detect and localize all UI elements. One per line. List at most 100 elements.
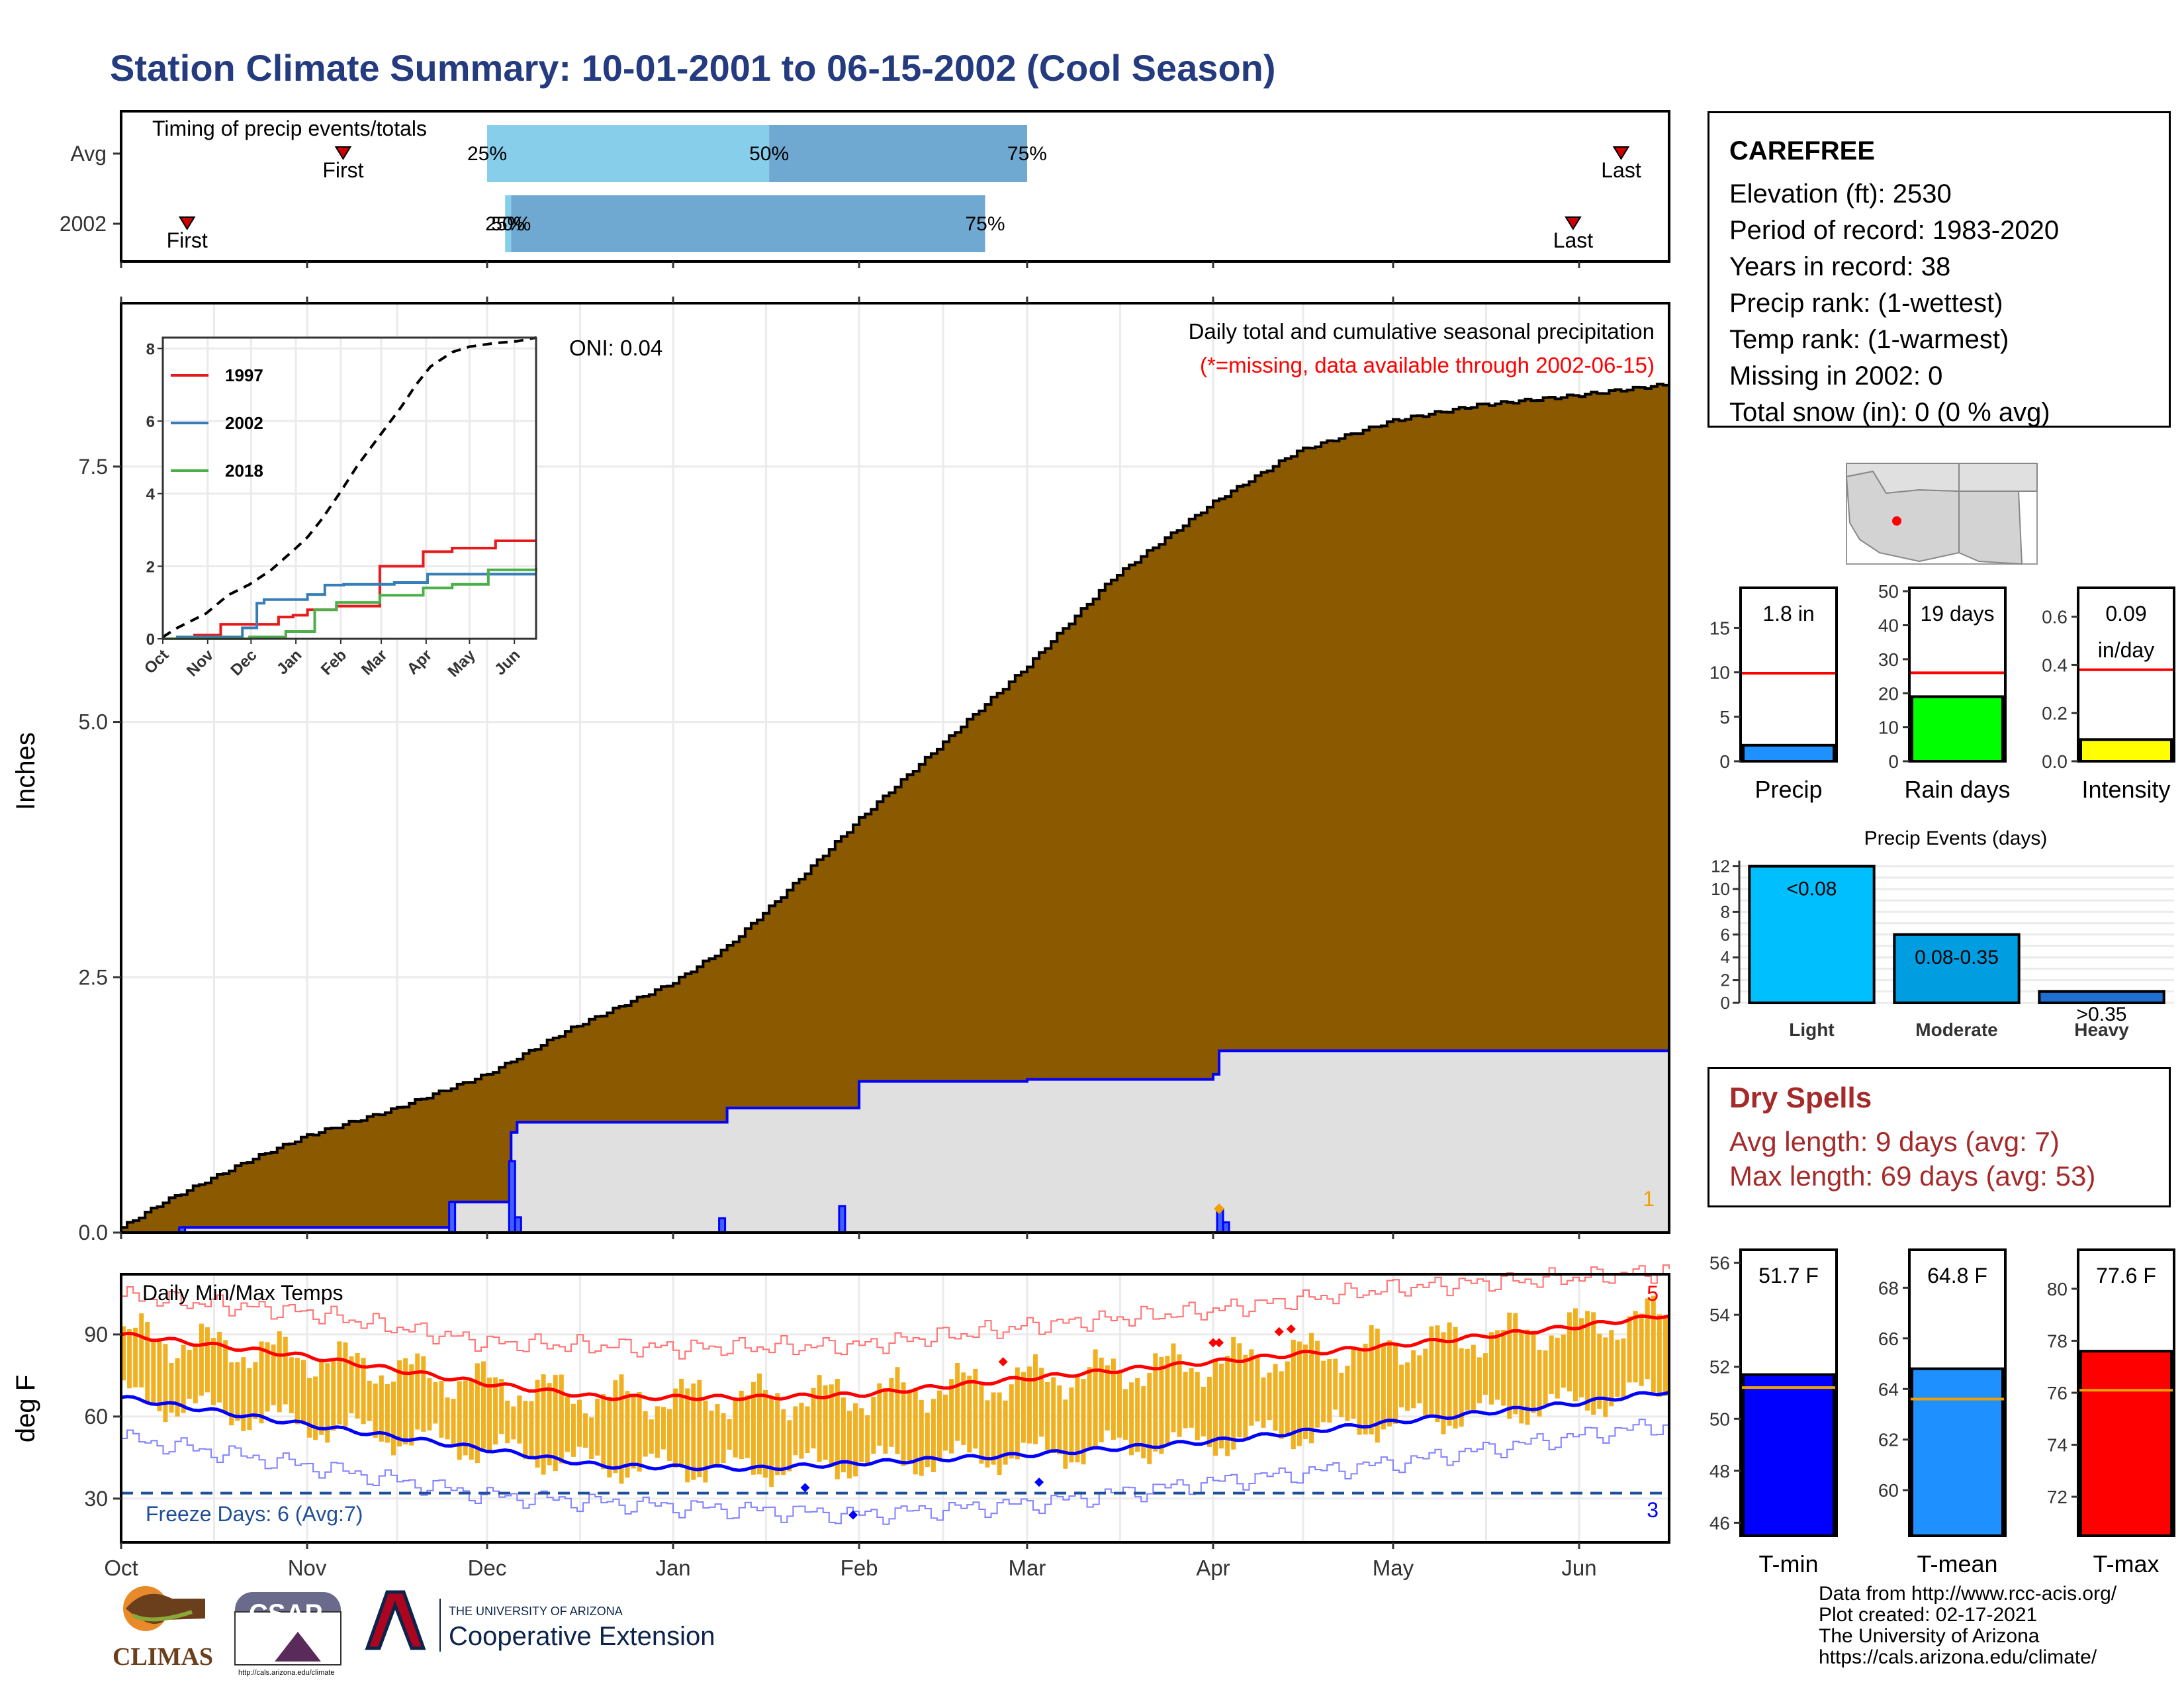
daily-temp-bar [799,1402,804,1459]
locator-map [1845,463,2038,565]
last-marker [1565,216,1582,230]
daily-temp-bar [931,1399,936,1472]
x-tick-label: Nov [288,1556,327,1580]
y-axis-label: Inches [11,732,40,810]
daily-temp-bar [373,1383,378,1438]
daily-temp-bar [1597,1333,1602,1409]
daily-temp-bar [1309,1333,1314,1444]
gauge-y-tick-label: 62 [1878,1430,1899,1450]
timing-bar-q2 [769,125,1027,182]
daily-temp-bar [811,1387,816,1449]
daily-temp-bar [619,1374,624,1484]
daily-temp-bar [1302,1344,1308,1440]
daily-temp-bar [1603,1337,1608,1417]
daily-temp-bar [895,1367,900,1454]
y-tick-label: 90 [84,1323,108,1346]
record-marker [1214,1338,1224,1348]
daily-temp-bar [1243,1354,1248,1440]
daily-temp-bar [361,1358,366,1425]
inset-line-2002 [163,573,536,640]
daily-temp-bar [961,1372,966,1445]
daily-temp-bar [1657,1314,1662,1397]
daily-temp-bar [541,1374,546,1475]
daily-temp-bar [943,1394,948,1451]
ua-small-text: THE UNIVERSITY OF ARIZONA [449,1605,623,1618]
events-y-tick-label: 0 [1721,993,1730,1013]
daily-temp-bar [145,1322,150,1405]
daily-temp-bar [1585,1311,1590,1411]
daily-temp-bar [1363,1343,1368,1434]
avg-cumulative-area [120,383,1670,1234]
timing-row-label: 2002 [60,212,107,236]
timing-row-label: Avg [70,142,107,165]
daily-temp-bar [463,1380,468,1456]
daily-temp-bar [427,1378,432,1430]
daily-temp-bar [390,1382,396,1456]
daily-temp-bar [1165,1356,1170,1446]
daily-temp-bar [223,1340,228,1413]
temp-title: Daily Min/Max Temps [142,1281,343,1305]
x-tick-label: Apr [1196,1556,1230,1580]
avg-min-line [120,1391,1670,1472]
daily-temp-bar [210,1338,216,1405]
daily-temp-bar [157,1338,162,1411]
daily-temp-bar [295,1358,300,1425]
daily-temp-bar [193,1343,198,1403]
gauge-value-label: 64.8 F [1927,1264,1987,1288]
page-title: Station Climate Summary: 10-01-2001 to 0… [110,47,1276,89]
daily-temp-bar [1387,1340,1392,1427]
gauge-y-tick-label: 46 [1709,1513,1730,1533]
daily-temp-bar [637,1391,642,1472]
events-y-tick-label: 2 [1721,970,1730,990]
daily-temp-bar [1297,1341,1302,1446]
missing-marker [1214,1203,1225,1214]
daily-temp-bar [655,1406,660,1458]
daily-temp-bar [997,1392,1002,1476]
daily-temp-bar [1206,1376,1212,1448]
daily-temp-bar [949,1379,954,1454]
record-max-line [121,1264,1670,1360]
gauge-bar [1742,1373,1835,1537]
inset-grid [161,338,536,640]
y-tick-label: 0.0 [79,1221,108,1244]
daily-precip-bar [1222,1221,1230,1234]
daily-temp-bar [1567,1312,1572,1391]
oni-label: ONI: 0.04 [569,336,662,360]
cold-count-label: 3 [1647,1498,1659,1522]
daily-temp-bar [643,1411,648,1457]
daily-temp-bar [313,1376,318,1440]
gauge-y-tick-label: 20 [1878,683,1899,704]
daily-temp-bar [751,1382,756,1475]
ua-logo: THE UNIVERSITY OF ARIZONA Cooperative Ex… [365,1590,715,1652]
climas-logo: CLIMAS [113,1586,213,1671]
station-line: Period of record: 1983-2020 [1729,216,2060,245]
daily-temp-bar [289,1357,294,1413]
gauge-x-label: Rain days [1904,776,2010,803]
daily-temp-bar [217,1331,222,1403]
gauge-y-tick-label: 74 [2047,1435,2068,1456]
daily-temp-bar [1501,1330,1506,1406]
daily-temp-bar [547,1383,552,1466]
daily-temp-bar [1627,1316,1632,1383]
daily-temp-bar [673,1388,678,1468]
daily-temp-bar [1273,1364,1278,1431]
first-label: First [167,228,208,252]
event-bar-label: <0.08 [1787,878,1837,900]
daily-temp-bar [823,1385,828,1460]
daily-temp-bar [1621,1338,1626,1399]
obs-cumulative-line [121,1049,1669,1234]
dry-spells-max: Max length: 69 days (avg: 53) [1729,1160,2096,1192]
csap-url: http://cals.arizona.edu/climate [238,1669,335,1677]
event-bar-label: 0.08-0.35 [1915,947,1999,968]
record-marker [1034,1477,1044,1487]
daily-temp-bar [1093,1349,1098,1448]
daily-temp-bar [1116,1370,1122,1438]
daily-temp-bar [1087,1367,1092,1448]
daily-temp-bar [1003,1400,1008,1465]
daily-temp-bar [1069,1387,1074,1463]
daily-temp-bar [265,1342,270,1412]
daily-temp-bar [163,1344,168,1423]
daily-temp-bar [625,1391,630,1478]
daily-temp-bar [469,1381,474,1460]
